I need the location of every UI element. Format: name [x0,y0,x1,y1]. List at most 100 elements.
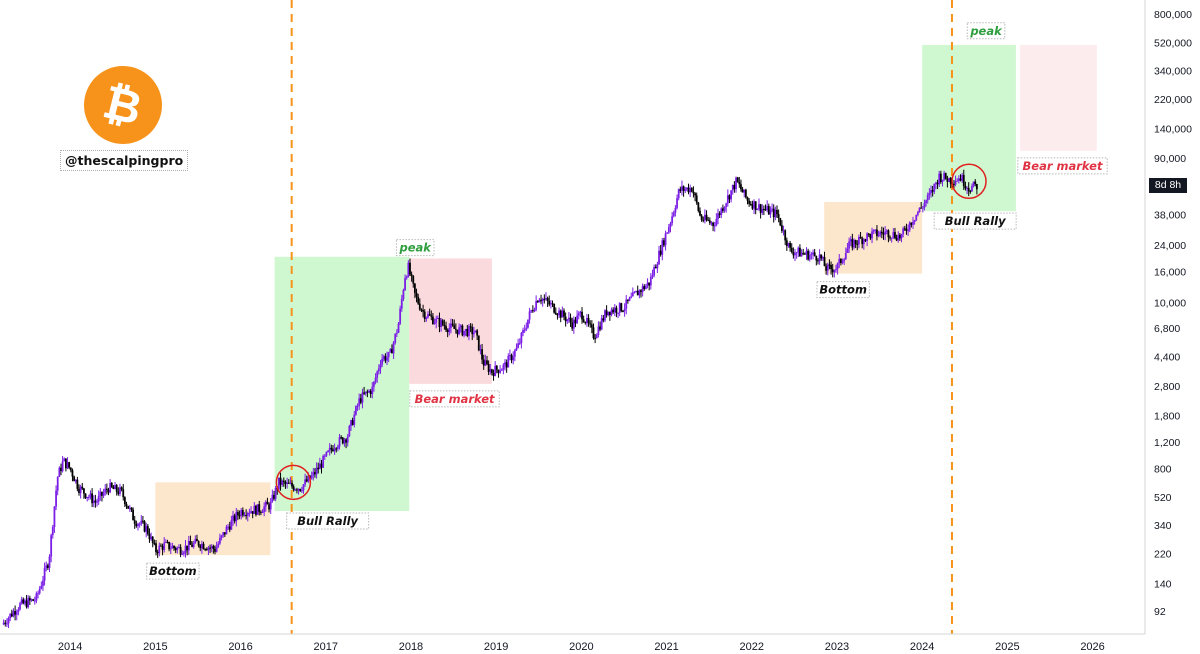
candle-down [802,252,805,254]
candle-up [836,263,839,270]
candle-up [178,547,180,549]
candle-down [781,225,783,231]
candle-up [300,490,303,492]
candle-up [821,257,824,259]
candle-down [151,536,154,544]
candle-up [509,354,511,356]
candle-down [936,182,939,185]
candle-up [379,364,382,369]
candle-down [115,485,118,492]
candle-up [50,535,53,557]
peak-label: peak [395,239,435,257]
candle-up [286,482,288,485]
candle-up [595,334,598,339]
candle-up [425,317,428,319]
candle-up [433,322,436,324]
candle-up [618,303,621,313]
candle-up [794,253,796,256]
candle-down [554,312,557,315]
candle-down [602,318,605,321]
candle-up [928,193,931,195]
candle-up [766,206,769,210]
candle-down [438,318,441,328]
candle-down [391,349,393,354]
candle-down [299,488,302,491]
candle-down [127,505,130,509]
candle-up [938,173,941,185]
candle-up [812,252,814,255]
candle-down [258,504,261,512]
candle-up [672,212,675,217]
candle-down [785,240,788,247]
candle-up [576,315,578,324]
bottom-label-text: Bottom [149,564,197,578]
candle-up [879,231,882,235]
candle-down [939,173,942,182]
candle-down [536,301,539,303]
candle-up [48,556,51,568]
candle-up [908,222,911,231]
candle-down [790,247,793,252]
candle-up [450,323,452,329]
price-tick-label: 140,000 [1154,124,1192,136]
candle-up [371,386,374,395]
candle-down [679,189,682,191]
candle-down [189,540,192,545]
candle-down [643,286,646,290]
candle-up [771,208,773,210]
candle-up [336,446,339,449]
candle-up [89,493,92,497]
candle-down [160,545,162,547]
year-tick-label: 2014 [58,641,82,653]
candle-up [256,504,259,515]
countdown-badge: 8d 8h [1149,178,1187,193]
candle-up [674,207,677,213]
candle-up [713,225,716,227]
candle-up [769,209,772,215]
candle-up [114,485,116,490]
candle-down [889,237,891,239]
candle-up [923,203,926,208]
year-tick-label: 2025 [995,641,1019,653]
candle-down [135,523,138,527]
candle-down [410,274,413,276]
candle-down [341,437,344,444]
candle-down [259,511,262,513]
candle-up [666,232,669,234]
candle-down [864,239,867,241]
candle-up [782,230,785,232]
candle-up [943,173,946,180]
candle-down [191,544,193,547]
candle-down [510,354,513,361]
candle-up [210,546,213,548]
candle-down [83,488,85,494]
candle-down [197,541,200,546]
candle-up [310,475,313,479]
candle-down [920,207,923,209]
candle-down [777,214,780,218]
candle-up [607,311,610,316]
bottom-label: Bottom [146,562,200,580]
candle-up [604,310,606,321]
candle-up [631,292,634,297]
candle-up [515,347,518,351]
candle-up [649,276,652,286]
candle-down [422,310,424,312]
candle-up [884,231,887,235]
candle-up [633,292,636,294]
candle-down [273,494,275,499]
candle-up [361,392,364,403]
candle-up [164,541,167,543]
candle-down [497,369,500,373]
candle-down [612,309,615,313]
candle-up [373,381,375,387]
candle-up [402,290,405,299]
candle-up [800,252,803,257]
candle-down [626,299,629,301]
candle-up [382,356,385,359]
candle-down [174,548,177,551]
bottom-label-text: Bottom [819,283,867,297]
candle-down [245,515,248,517]
candle-up [735,177,737,190]
candle-down [959,178,962,181]
